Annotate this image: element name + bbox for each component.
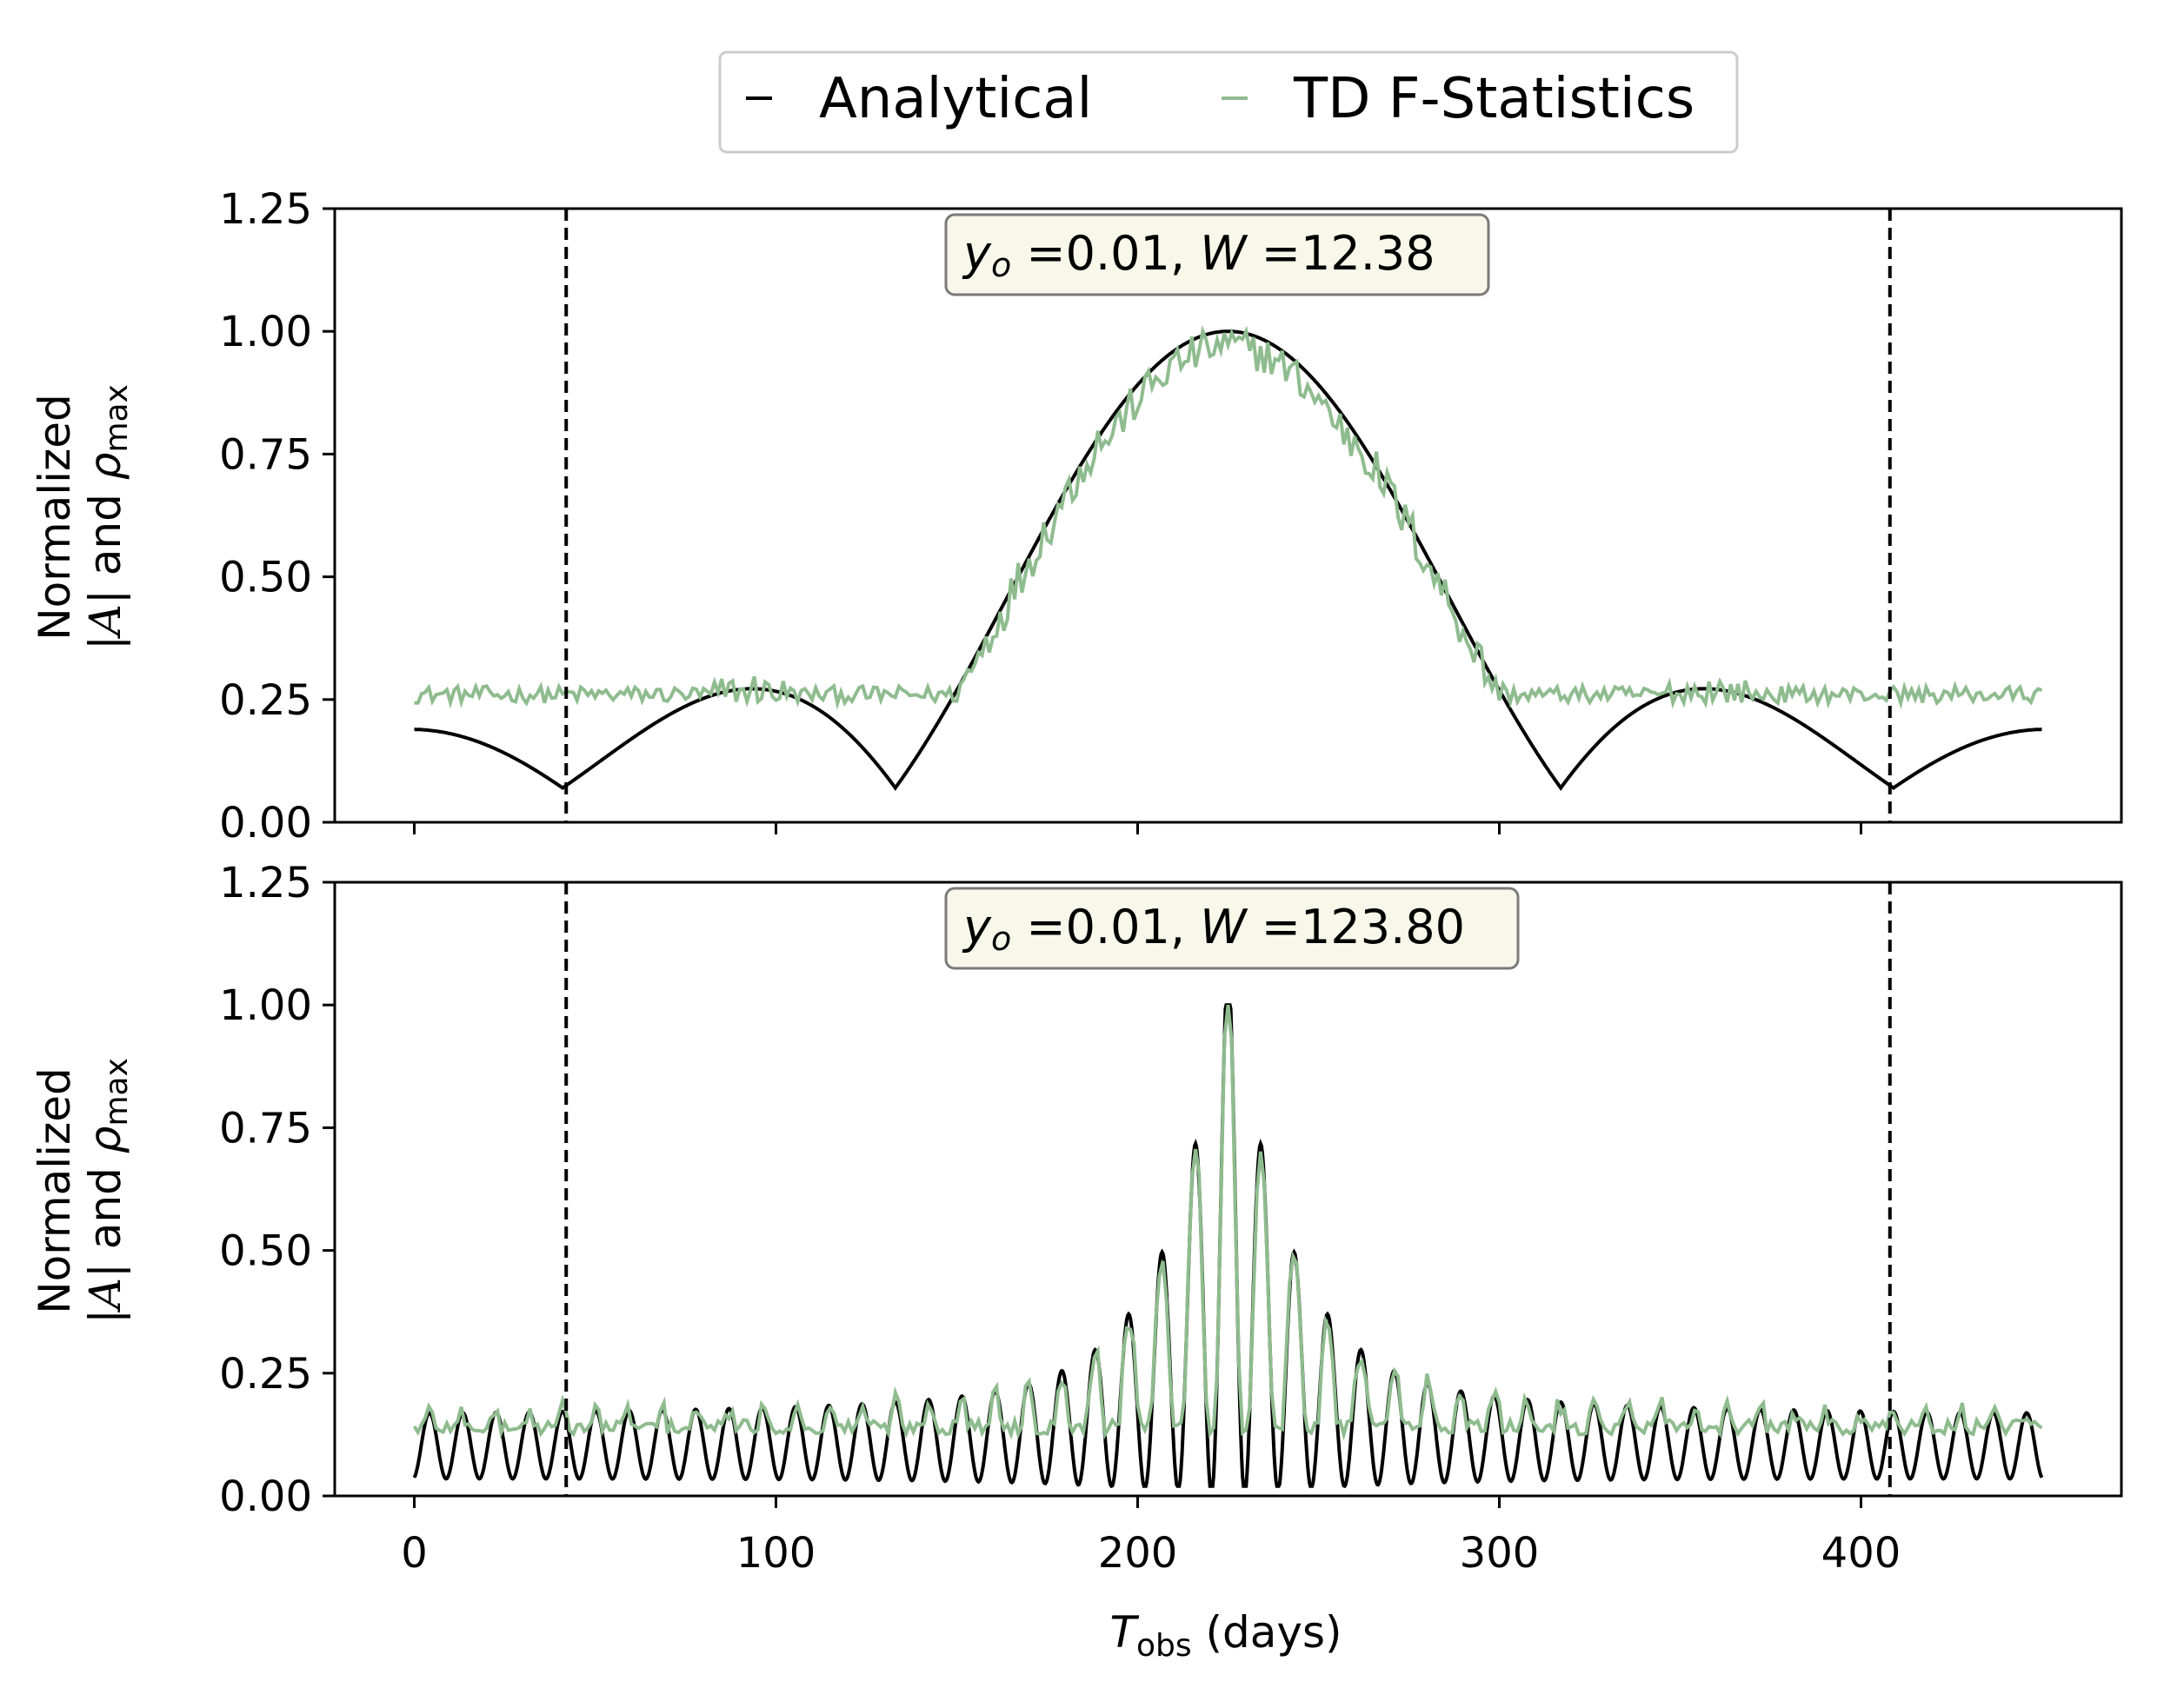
top-ytick-label: 0.00 — [219, 799, 312, 847]
bottom-plot-area — [412, 882, 2044, 1496]
top-y-ticks: 0.00 0.25 0.50 0.75 1.00 1.25 — [219, 185, 335, 847]
top-panel: 0.00 0.25 0.50 0.75 1.00 1.25 yo =0.01, W =12… — [30, 185, 2123, 847]
legend-box — [718, 50, 1739, 154]
top-annotation-box — [944, 213, 1490, 296]
top-y-axis-label: Normalized |A| and ρmax — [30, 384, 135, 650]
bottom-ylabel-line2: |A| and ρmax — [80, 1058, 135, 1324]
bottom-x-ticks: 0 100 200 300 400 — [401, 1496, 1901, 1578]
x-axis-label: Tobs (days) — [1109, 1607, 1342, 1664]
bottom-panel: 0.00 0.25 0.50 0.75 1.00 1.25 0 100 200 300 400 y… — [30, 859, 2123, 1664]
bottom-ylabel-line1: Normalized — [30, 1067, 80, 1314]
top-ylabel-line2: |A| and ρmax — [80, 384, 135, 650]
top-axes-frame — [333, 207, 2123, 824]
top-annotation: yo =0.01, W =12.38 — [944, 213, 1490, 296]
bottom-xtick-label: 100 — [736, 1529, 816, 1578]
bottom-ytick-label: 1.00 — [219, 981, 312, 1030]
legend-label-fstat: TD F-Statistics — [1293, 67, 1695, 131]
top-annotation-text: yo =0.01, W =12.38 — [962, 226, 1435, 284]
bottom-ytick-label: 0.25 — [219, 1350, 312, 1399]
top-x-ticks — [413, 822, 1862, 834]
legend: Analytical TD F-Statistics — [718, 50, 1739, 154]
top-series-analytical — [414, 329, 2042, 791]
bottom-xtick-label: 0 — [401, 1529, 428, 1578]
bottom-ytick-label: 0.50 — [219, 1227, 312, 1276]
top-ytick-label: 1.00 — [219, 308, 312, 356]
top-ytick-label: 0.50 — [219, 554, 312, 602]
top-ylabel-line1: Normalized — [30, 394, 80, 641]
bottom-xtick-label: 200 — [1098, 1529, 1178, 1578]
top-ytick-label: 1.25 — [219, 185, 312, 234]
legend-label-analytical: Analytical — [819, 67, 1092, 131]
bottom-ytick-label: 0.75 — [219, 1104, 312, 1153]
bottom-ytick-label: 0.00 — [219, 1472, 312, 1521]
bottom-y-axis-label: Normalized |A| and ρmax — [30, 1058, 135, 1324]
top-plot-area — [414, 209, 2043, 822]
bottom-ytick-label: 1.25 — [219, 859, 312, 907]
top-ytick-label: 0.75 — [219, 430, 312, 479]
bottom-xtick-label: 300 — [1460, 1529, 1540, 1578]
bottom-xtick-label: 400 — [1821, 1529, 1901, 1578]
bottom-axes-frame — [333, 881, 2123, 1498]
bottom-y-ticks: 0.00 0.25 0.50 0.75 1.00 1.25 — [219, 859, 335, 1521]
bottom-annotation: yo =0.01, W =123.80 — [944, 887, 1520, 970]
bottom-annotation-text: yo =0.01, W =123.80 — [962, 900, 1465, 958]
bottom-series-td-fstat — [412, 1004, 2043, 1441]
top-ytick-label: 0.25 — [219, 676, 312, 725]
top-series-td-fstat — [414, 325, 2043, 710]
bottom-annotation-box — [944, 887, 1520, 970]
